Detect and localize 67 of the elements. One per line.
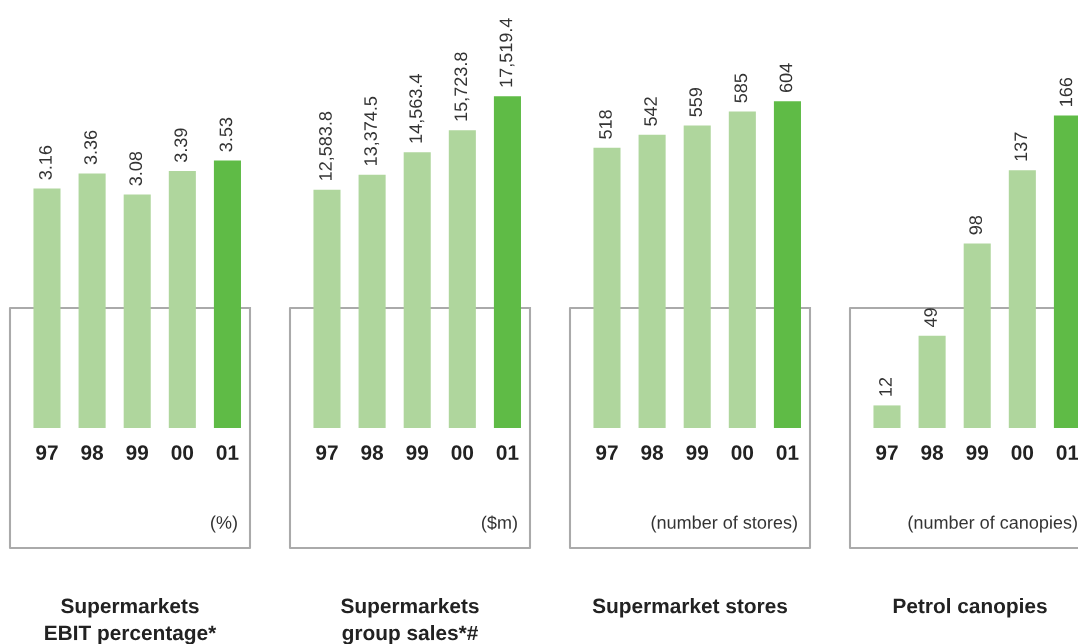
x-tick-label: 98 [921, 445, 944, 460]
data-label: 12 [879, 377, 892, 396]
bar [448, 130, 476, 428]
x-tick-label: 98 [641, 445, 664, 460]
data-label: 3.53 [219, 117, 233, 152]
x-tick-label: 99 [966, 445, 989, 460]
x-tick-label: 00 [451, 445, 474, 460]
bar [313, 189, 341, 428]
bar [403, 152, 431, 428]
x-tick-label: 01 [496, 445, 519, 460]
bar [358, 174, 386, 428]
x-tick-label: 97 [876, 445, 898, 460]
bar [78, 173, 106, 428]
data-label: 13,374.5 [364, 96, 380, 165]
data-label: 518 [599, 110, 612, 139]
x-tick-label: 99 [406, 445, 429, 460]
x-tick-label: 01 [776, 445, 799, 460]
bar [33, 188, 61, 428]
text: (number of canopies) [908, 515, 1077, 533]
x-tick-label: 98 [361, 445, 384, 460]
text: Petrol canopies [893, 598, 1047, 618]
bar [213, 160, 241, 428]
x-tick-label: 97 [316, 445, 338, 460]
data-label: 49 [924, 308, 937, 328]
bar [918, 335, 946, 428]
text: (number of stores) [651, 515, 797, 533]
text: Supermarkets group sales*# [341, 598, 479, 644]
text: Supermarkets EBIT percentage* [45, 598, 217, 644]
bar [963, 243, 991, 428]
bar [873, 405, 901, 428]
data-label: 14,563.4 [409, 74, 425, 143]
data-label: 166 [1059, 77, 1073, 106]
bar [683, 125, 711, 428]
bar [493, 96, 521, 428]
x-tick-label: 98 [81, 445, 104, 460]
x-tick-label: 97 [36, 445, 58, 460]
data-label: 3.39 [174, 128, 188, 163]
bar [123, 194, 151, 428]
bar [593, 147, 621, 428]
x-tick-label: 01 [1056, 445, 1078, 460]
x-tick-label: 97 [596, 445, 618, 460]
data-label: 604 [779, 63, 793, 93]
x-tick-label: 00 [731, 445, 754, 460]
data-label: 15,723.8 [454, 52, 470, 121]
x-tick-label: 99 [126, 445, 149, 460]
data-label: 3.36 [84, 130, 97, 165]
data-label: 559 [689, 88, 703, 117]
data-label: 137 [1014, 132, 1028, 161]
bar [638, 134, 666, 428]
x-tick-label: 99 [686, 445, 709, 460]
data-label: 12,583.8 [319, 111, 334, 180]
bar [168, 171, 196, 428]
text: (%) [211, 515, 237, 533]
bar [1008, 170, 1036, 428]
bar [728, 111, 756, 428]
text: Supermarket stores [592, 598, 787, 618]
x-tick-label: 00 [1011, 445, 1034, 460]
data-label: 17,519.4 [499, 18, 515, 87]
data-label: 585 [734, 73, 748, 103]
data-label: 98 [969, 215, 983, 235]
x-tick-label: 01 [216, 445, 239, 460]
data-label: 3.16 [39, 145, 52, 180]
bar [773, 101, 801, 428]
data-label: 3.08 [129, 151, 143, 186]
x-tick-label: 00 [171, 445, 194, 460]
text: ($m) [482, 515, 517, 533]
data-label: 542 [644, 97, 657, 126]
